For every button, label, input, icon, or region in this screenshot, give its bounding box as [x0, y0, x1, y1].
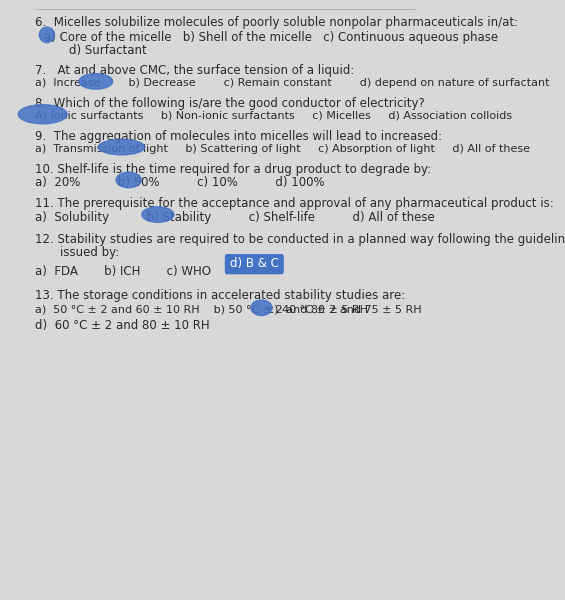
Ellipse shape	[98, 139, 145, 155]
Text: issued by:: issued by:	[60, 245, 120, 259]
Text: a)  50 °C ± 2 and 60 ± 10 RH    b) 50 °C ± 2 and 80 ± 5 RH: a) 50 °C ± 2 and 60 ± 10 RH b) 50 °C ± 2…	[35, 304, 368, 314]
Text: a)  Transmission of light     b) Scattering of light     c) Absorption of light : a) Transmission of light b) Scattering o…	[35, 143, 530, 154]
Text: 12. Stability studies are required to be conducted in a planned way following th: 12. Stability studies are required to be…	[35, 233, 565, 245]
Ellipse shape	[251, 300, 272, 316]
Text: c) 40 °C ± 2 and 75 ± 5 RH: c) 40 °C ± 2 and 75 ± 5 RH	[268, 304, 421, 314]
Text: 11. The prerequisite for the acceptance and approval of any pharmaceutical produ: 11. The prerequisite for the acceptance …	[35, 197, 554, 210]
Ellipse shape	[40, 27, 54, 43]
Ellipse shape	[142, 207, 174, 223]
Ellipse shape	[116, 172, 141, 188]
Ellipse shape	[79, 74, 112, 89]
Text: d)  60 °C ± 2 and 80 ± 10 RH: d) 60 °C ± 2 and 80 ± 10 RH	[35, 319, 210, 332]
Text: A) Ionic surfactants     b) Non-ionic surfactants     c) Micelles     d) Associa: A) Ionic surfactants b) Non-ionic surfac…	[35, 110, 512, 121]
Text: a)  20%          b) 50%          c) 10%          d) 100%: a) 20% b) 50% c) 10% d) 100%	[35, 176, 325, 190]
Text: 8.  Which of the following is/are the good conductor of electricity?: 8. Which of the following is/are the goo…	[35, 97, 425, 110]
Text: a)  Increase        b) Decrease        c) Remain constant        d) depend on na: a) Increase b) Decrease c) Remain consta…	[35, 78, 550, 88]
Text: 6.  Micelles solubilize molecules of poorly soluble nonpolar pharmaceuticals in/: 6. Micelles solubilize molecules of poor…	[35, 16, 518, 29]
FancyBboxPatch shape	[225, 254, 284, 274]
Text: 13. The storage conditions in accelerated stability studies are:: 13. The storage conditions in accelerate…	[35, 289, 405, 302]
Text: 10. Shelf-life is the time required for a drug product to degrade by:: 10. Shelf-life is the time required for …	[35, 163, 431, 176]
Text: 9.  The aggregation of molecules into micelles will lead to increased:: 9. The aggregation of molecules into mic…	[35, 130, 442, 143]
Text: d) Surfactant: d) Surfactant	[69, 44, 146, 58]
Text: 7.   At and above CMC, the surface tension of a liquid:: 7. At and above CMC, the surface tension…	[35, 64, 354, 77]
Text: a)  FDA       b) ICH       c) WHO: a) FDA b) ICH c) WHO	[35, 265, 211, 278]
Text: a)  Solubility          b) Stability          c) Shelf-life          d) All of t: a) Solubility b) Stability c) Shelf-life…	[35, 211, 435, 224]
Text: a) Core of the micelle   b) Shell of the micelle   c) Continuous aqueous phase: a) Core of the micelle b) Shell of the m…	[44, 31, 498, 44]
Text: d) B & C: d) B & C	[230, 257, 279, 271]
Ellipse shape	[18, 105, 67, 124]
